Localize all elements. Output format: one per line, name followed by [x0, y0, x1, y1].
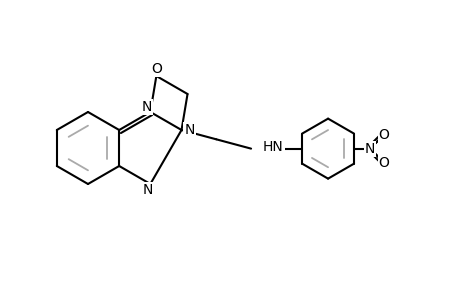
- Text: O: O: [378, 128, 389, 142]
- Text: O: O: [378, 156, 389, 170]
- Text: N: N: [364, 142, 375, 156]
- Text: N: N: [184, 123, 194, 137]
- Text: N: N: [142, 183, 152, 197]
- Text: O: O: [151, 62, 162, 76]
- Text: N: N: [141, 100, 151, 114]
- Text: HN: HN: [262, 140, 283, 154]
